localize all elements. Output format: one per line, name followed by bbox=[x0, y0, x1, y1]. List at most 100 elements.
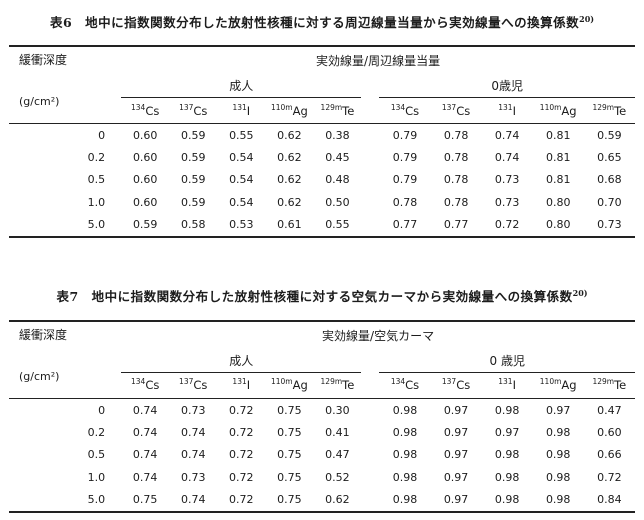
value-cell-adult: 0.73 bbox=[180, 470, 206, 484]
value-cell-adult: 0.60 bbox=[132, 128, 158, 142]
group-gap bbox=[361, 398, 379, 421]
value-cell-adult: 0.73 bbox=[180, 403, 206, 417]
value-cell-adult: 0.74 bbox=[132, 403, 158, 417]
table7-section: 表7 地中に指数関数分布した放射性核種に対する空気カーマから実効線量への換算係数… bbox=[8, 238, 636, 513]
value-cell-adult: 0.45 bbox=[325, 151, 350, 165]
value-cell-infant: 0.77 bbox=[443, 218, 469, 232]
value-cell-adult: 0.48 bbox=[325, 173, 350, 187]
value-cell-infant: 0.98 bbox=[392, 493, 418, 507]
value-cell-adult: 0.62 bbox=[277, 173, 302, 187]
group-gap bbox=[361, 169, 379, 191]
value-cell-adult: 0.58 bbox=[181, 218, 206, 232]
nuclide-header-adult-110mag: 110mAg bbox=[265, 372, 314, 399]
value-cell-infant: 0.65 bbox=[597, 151, 622, 165]
value-cell-infant: 0.97 bbox=[443, 493, 469, 507]
table-row: 0.2 0.74 0.74 0.72 0.75 0.41 0.98 0.97 0.97 0.98 0… bbox=[9, 421, 635, 443]
value-cell-adult: 0.59 bbox=[181, 151, 206, 165]
value-cell-infant: 0.73 bbox=[494, 195, 520, 209]
value-cell-infant: 0.98 bbox=[494, 470, 520, 484]
value-cell-adult: 0.72 bbox=[229, 426, 254, 440]
value-cell-infant: 0.78 bbox=[443, 195, 469, 209]
nuclide-header-adult-137cs: 137Cs bbox=[169, 372, 218, 399]
value-cell-infant: 0.72 bbox=[494, 218, 520, 232]
value-cell-adult: 0.59 bbox=[181, 173, 206, 187]
value-cell-infant: 0.97 bbox=[443, 448, 469, 462]
table6-body: 0 0.60 0.59 0.55 0.62 0.38 0.79 0.78 0.74 0.81 0.5… bbox=[9, 124, 635, 237]
nuclide-header-row: 134Cs 137Cs 131I 110mAg 129mTe 134Cs 137Cs 131I… bbox=[9, 97, 635, 124]
value-cell-adult: 0.61 bbox=[277, 218, 302, 232]
value-cell-adult: 0.75 bbox=[277, 470, 302, 484]
table7: 緩衝深度 (g/cm²) 実効線量/空気カーマ 成人 0 歳児 134Cs 137… bbox=[9, 319, 635, 513]
value-cell-infant: 0.98 bbox=[392, 470, 418, 484]
value-cell-infant: 0.74 bbox=[494, 128, 520, 142]
value-cell-adult: 0.38 bbox=[325, 128, 350, 142]
table7-header: 緩衝深度 (g/cm²) 実効線量/空気カーマ 成人 0 歳児 134Cs 137… bbox=[9, 320, 635, 399]
value-cell-infant: 0.79 bbox=[392, 151, 418, 165]
value-cell-adult: 0.60 bbox=[132, 173, 158, 187]
table6-title-text: 表6 地中に指数関数分布した放射性核種に対する周辺線量当量から実効線量への換算係… bbox=[49, 15, 580, 30]
group-gap bbox=[361, 146, 379, 168]
group-gap bbox=[361, 372, 380, 399]
nuclide-header-infant-131i: 131I bbox=[481, 372, 533, 399]
table-row: 5.0 0.75 0.74 0.72 0.75 0.62 0.98 0.97 0.98 0.98 0… bbox=[9, 489, 635, 512]
table-row: 0 0.74 0.73 0.72 0.75 0.30 0.98 0.97 0.98 0.97 0.4… bbox=[9, 398, 635, 421]
nuclide-header-infant-129mte: 129mTe bbox=[583, 97, 635, 124]
depth-header-label: 緩衝深度 bbox=[19, 53, 68, 67]
table-row: 0.2 0.60 0.59 0.54 0.62 0.45 0.79 0.78 0.74 0.81 0… bbox=[9, 146, 635, 168]
value-cell-infant: 0.98 bbox=[392, 448, 418, 462]
value-cell-adult: 0.74 bbox=[180, 493, 206, 507]
value-cell-adult: 0.50 bbox=[325, 195, 350, 209]
depth-unit-label: (g/cm²) bbox=[19, 369, 60, 383]
value-cell-infant: 0.68 bbox=[597, 173, 622, 187]
value-cell-infant: 0.81 bbox=[545, 151, 571, 165]
value-cell-infant: 0.78 bbox=[443, 173, 469, 187]
value-cell-adult: 0.62 bbox=[325, 493, 350, 507]
value-cell-infant: 0.98 bbox=[392, 426, 418, 440]
table-row: 0.5 0.60 0.59 0.54 0.62 0.48 0.79 0.78 0.73 0.81 0… bbox=[9, 169, 635, 191]
value-cell-infant: 0.98 bbox=[392, 403, 418, 417]
value-cell-adult: 0.74 bbox=[132, 448, 158, 462]
value-cell-adult: 0.47 bbox=[325, 448, 350, 462]
group-gap bbox=[361, 421, 379, 443]
nuclide-header-infant-137cs: 137Cs bbox=[430, 97, 482, 124]
value-cell-infant: 0.78 bbox=[443, 151, 469, 165]
depth-column-header: 緩衝深度 (g/cm²) bbox=[9, 320, 122, 399]
group-gap bbox=[361, 124, 379, 147]
value-cell-infant: 0.59 bbox=[597, 128, 622, 142]
value-cell-adult: 0.75 bbox=[277, 493, 302, 507]
table7-title: 表7 地中に指数関数分布した放射性核種に対する空気カーマから実効線量への換算係数… bbox=[8, 238, 636, 320]
value-cell-adult: 0.54 bbox=[229, 173, 254, 187]
group-gap bbox=[361, 444, 379, 466]
table7-title-text: 表7 地中に指数関数分布した放射性核種に対する空気カーマから実効線量への換算係数 bbox=[56, 288, 573, 304]
group-gap bbox=[361, 191, 379, 213]
group-gap bbox=[361, 71, 379, 98]
quantity-header-row: 緩衝深度 (g/cm²) 実効線量/周辺線量当量 bbox=[9, 46, 635, 124]
value-cell-infant: 0.78 bbox=[443, 128, 469, 142]
value-cell-adult: 0.55 bbox=[229, 128, 254, 142]
nuclide-header-infant-110mag: 110mAg bbox=[532, 97, 584, 124]
value-cell-adult: 0.54 bbox=[229, 195, 254, 209]
group-gap bbox=[361, 489, 379, 512]
value-cell-infant: 0.73 bbox=[597, 218, 622, 232]
value-cell-infant: 0.79 bbox=[392, 173, 418, 187]
value-cell-infant: 0.97 bbox=[494, 426, 520, 440]
group-header-infant: 0 歳児 bbox=[379, 345, 635, 373]
value-cell-adult: 0.55 bbox=[325, 218, 350, 232]
nuclide-header-adult-134cs: 134Cs bbox=[121, 372, 170, 399]
value-cell-infant: 0.98 bbox=[545, 426, 571, 440]
table6-title-reference: 20) bbox=[579, 13, 595, 24]
value-cell-infant: 0.73 bbox=[494, 173, 520, 187]
value-cell-adult: 0.60 bbox=[132, 151, 158, 165]
value-cell-adult: 0.52 bbox=[325, 470, 350, 484]
depth-cell: 5.0 bbox=[87, 493, 106, 507]
depth-header-wrap: 緩衝深度 (g/cm²) bbox=[9, 47, 121, 111]
nuclide-header-row: 134Cs 137Cs 131I 110mAg 129mTe 134Cs 137Cs 131I… bbox=[9, 372, 635, 399]
depth-cell: 0.5 bbox=[87, 173, 106, 187]
quantity-header-row: 緩衝深度 (g/cm²) 実効線量/空気カーマ bbox=[9, 320, 635, 399]
depth-column-header: 緩衝深度 (g/cm²) bbox=[9, 46, 122, 124]
nuclide-header-adult-134cs: 134Cs bbox=[121, 97, 170, 124]
nuclide-header-infant-129mte: 129mTe bbox=[583, 372, 635, 399]
value-cell-infant: 0.97 bbox=[443, 403, 469, 417]
nuclide-header-infant-137cs: 137Cs bbox=[430, 372, 482, 399]
value-cell-adult: 0.72 bbox=[229, 448, 254, 462]
